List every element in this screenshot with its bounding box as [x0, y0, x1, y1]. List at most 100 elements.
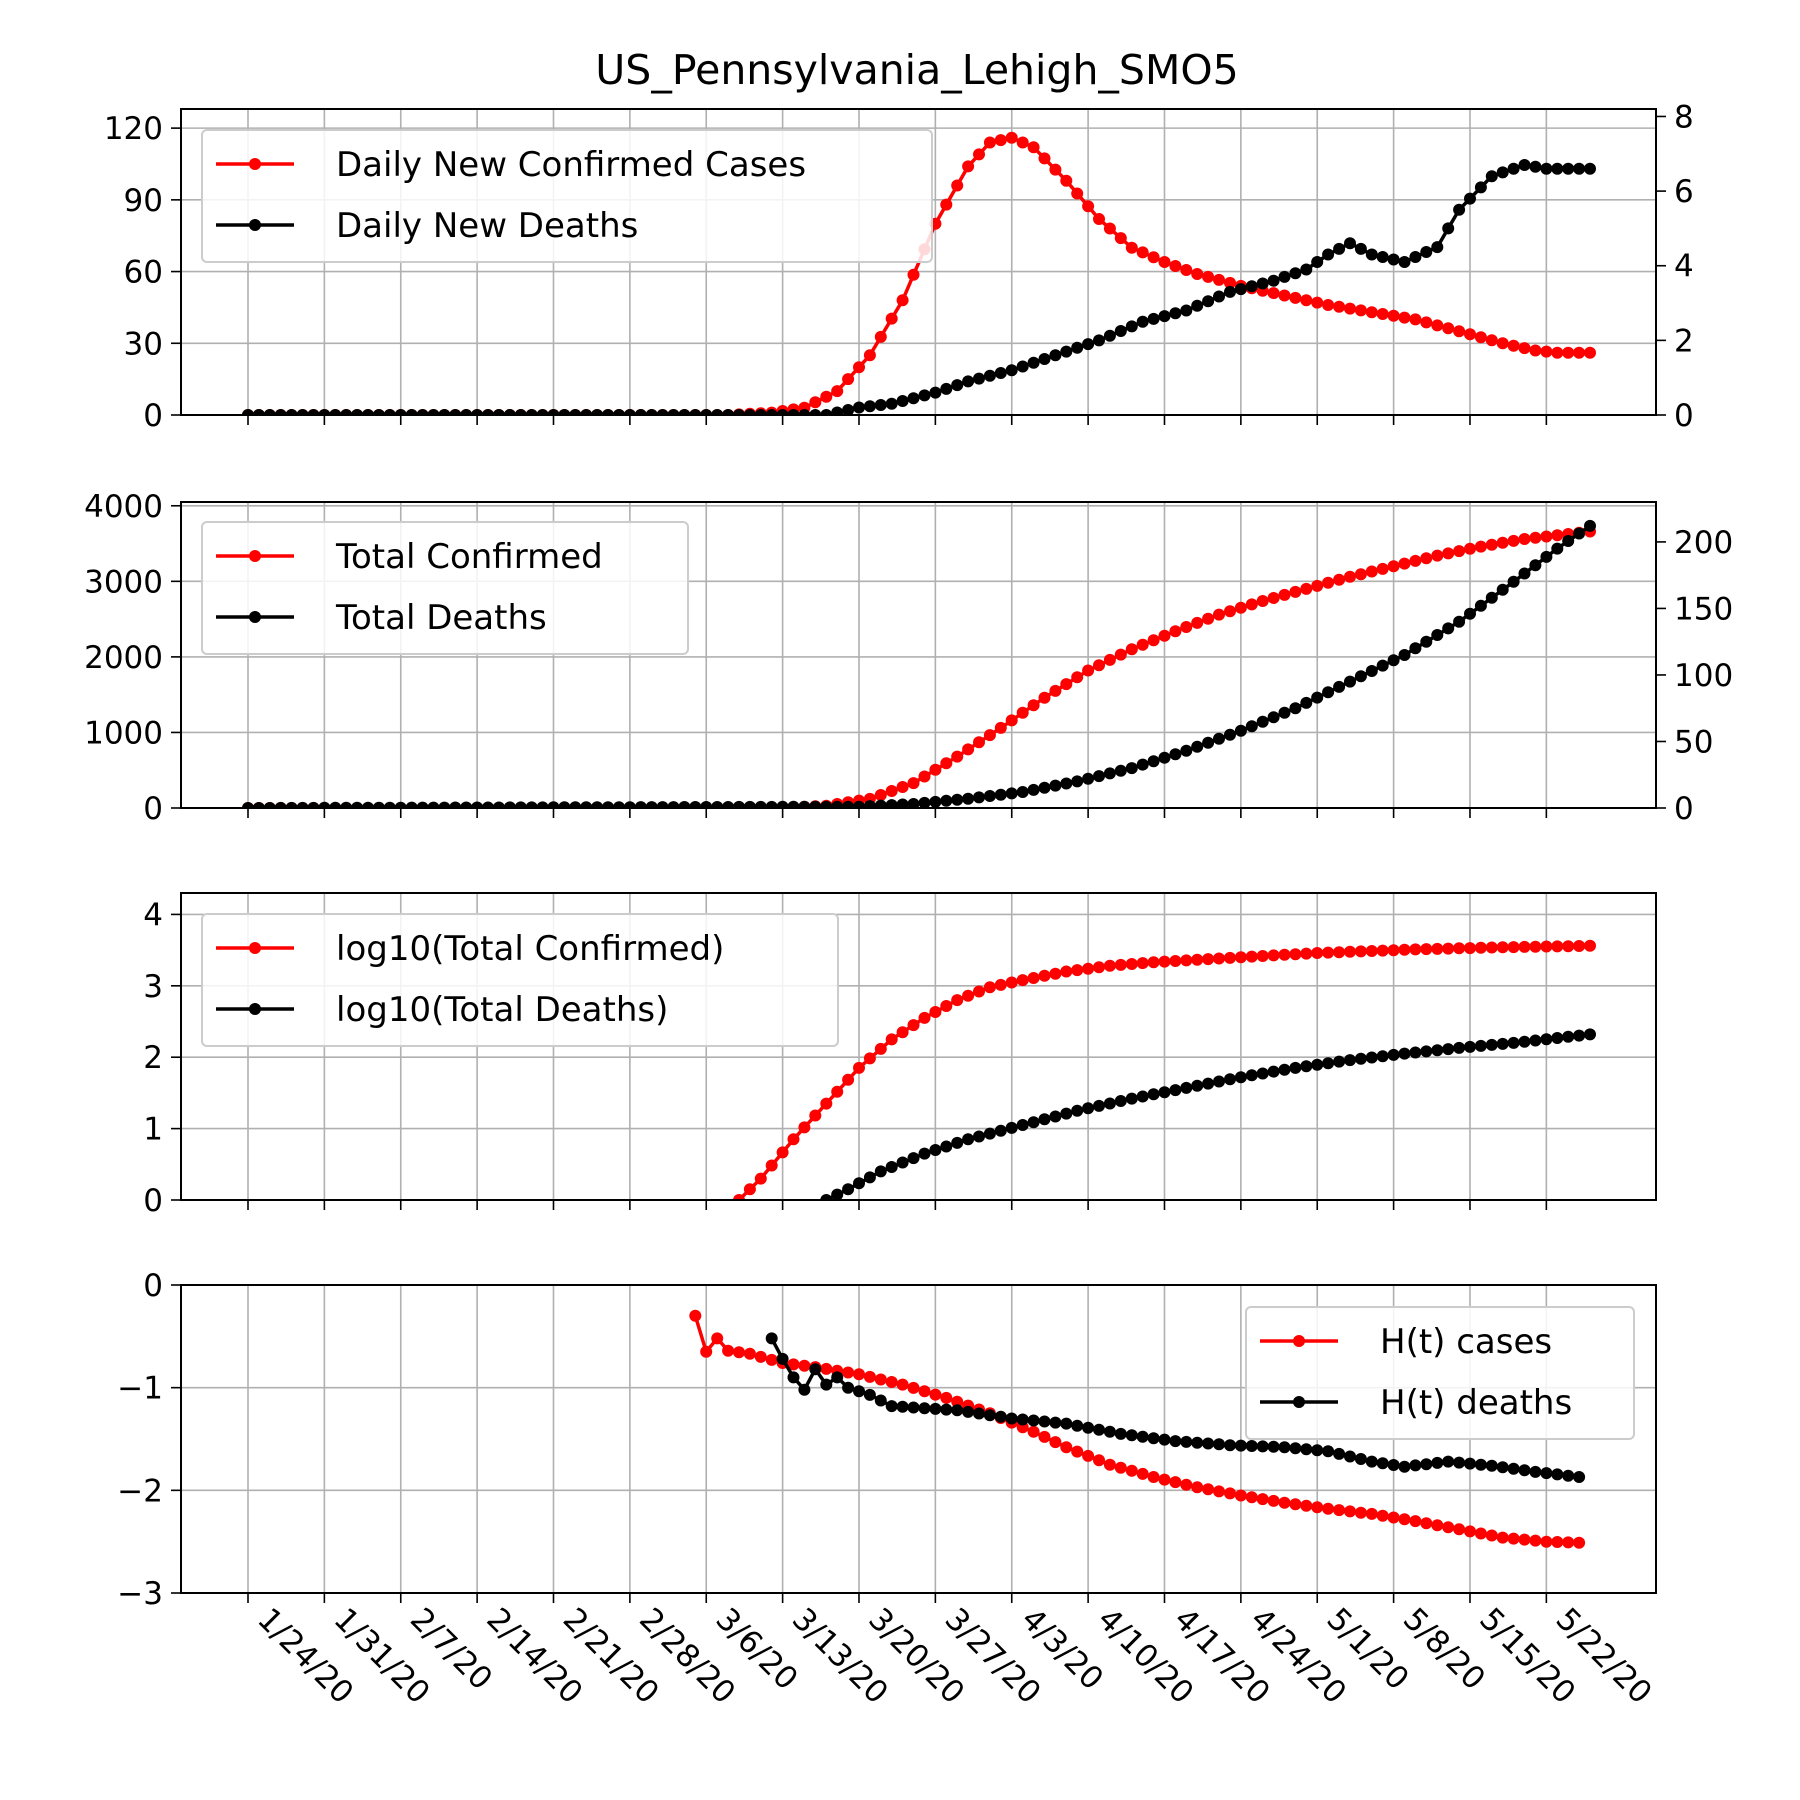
data-point [1136, 246, 1149, 259]
data-point [1420, 1458, 1433, 1471]
data-point [896, 1026, 909, 1039]
data-point [1496, 337, 1509, 350]
data-point [1584, 1028, 1596, 1041]
data-point [1409, 554, 1422, 567]
series-daily-new-deaths [242, 159, 1596, 415]
data-point [809, 396, 822, 409]
data-point [1180, 1478, 1193, 1491]
data-point [1551, 346, 1564, 359]
data-point [1485, 1038, 1498, 1051]
data-point [1507, 1532, 1520, 1545]
data-point [1224, 605, 1236, 618]
data-point [1093, 1454, 1105, 1467]
data-point [536, 801, 549, 808]
legend-marker [249, 611, 261, 623]
data-point [896, 1400, 909, 1413]
data-point [1289, 1442, 1302, 1455]
data-point [962, 989, 975, 1002]
data-point [1158, 629, 1171, 642]
data-point [547, 409, 560, 415]
data-point [1464, 1040, 1476, 1053]
data-point [1409, 1515, 1422, 1528]
data-point [831, 800, 844, 808]
data-point [722, 1344, 735, 1357]
data-point [1060, 777, 1073, 790]
data-point [1224, 951, 1236, 964]
data-point [831, 1188, 844, 1200]
data-point [809, 1109, 822, 1122]
data-point [863, 1171, 876, 1184]
data-point [1147, 1471, 1160, 1483]
data-point [1485, 334, 1498, 347]
data-point [296, 409, 309, 415]
data-point [874, 789, 887, 801]
data-point [1344, 1054, 1356, 1067]
data-point [1518, 1533, 1531, 1546]
data-point [1420, 943, 1433, 956]
series-h-t-cases [689, 1309, 1586, 1549]
data-point [1278, 270, 1291, 283]
y-tick-label-left: 3000 [84, 564, 163, 600]
data-point [765, 1353, 778, 1366]
data-point [678, 409, 691, 415]
data-point [1300, 263, 1313, 276]
data-point [1474, 540, 1487, 553]
data-point [1071, 1104, 1084, 1117]
data-point [918, 1402, 931, 1415]
data-point [1387, 1459, 1400, 1471]
data-point [1114, 232, 1127, 245]
data-point [1256, 1067, 1269, 1080]
data-point [853, 800, 865, 808]
data-point [798, 800, 811, 808]
data-point [1060, 1107, 1073, 1120]
data-point [1442, 322, 1455, 335]
data-point [1540, 162, 1553, 175]
data-point [1420, 635, 1433, 648]
data-point [1049, 967, 1062, 980]
data-point [863, 800, 876, 808]
data-point [1573, 162, 1586, 175]
data-point [1267, 274, 1280, 287]
data-point [1431, 942, 1444, 955]
legend-box [1245, 1306, 1635, 1440]
data-point [983, 790, 996, 802]
data-point [1060, 965, 1073, 978]
data-point [1169, 1476, 1182, 1489]
data-point [1311, 1501, 1324, 1514]
data-point [1191, 616, 1204, 629]
data-point [1354, 1453, 1367, 1465]
data-point [449, 409, 462, 415]
data-point [514, 409, 527, 415]
data-point [1234, 1439, 1247, 1452]
data-point [842, 373, 855, 386]
data-point [1485, 170, 1498, 183]
data-point [765, 1159, 778, 1172]
data-point [1114, 958, 1127, 971]
data-point [1344, 1450, 1356, 1463]
data-point [1158, 955, 1171, 968]
data-point [1529, 559, 1542, 572]
data-point [1398, 1460, 1411, 1473]
data-point [1213, 608, 1225, 621]
plot-frame [180, 892, 1657, 1201]
data-point [1005, 1412, 1018, 1425]
data-point [1278, 1441, 1291, 1454]
data-point [1398, 557, 1411, 570]
y-tick-label-left: 1 [143, 1112, 163, 1148]
data-point [1038, 152, 1051, 165]
data-point [1409, 1459, 1422, 1472]
data-point [907, 1152, 920, 1165]
data-point [1322, 1445, 1335, 1458]
data-point [1016, 136, 1029, 149]
data-point [383, 801, 396, 808]
data-point [492, 409, 505, 415]
data-point [907, 777, 920, 790]
data-point [1333, 1504, 1346, 1517]
data-point [1518, 940, 1531, 953]
data-point [863, 1370, 876, 1383]
data-point [1300, 696, 1313, 709]
data-point [1551, 529, 1564, 542]
data-point [362, 409, 374, 415]
data-point [427, 801, 440, 808]
data-point [994, 721, 1007, 734]
